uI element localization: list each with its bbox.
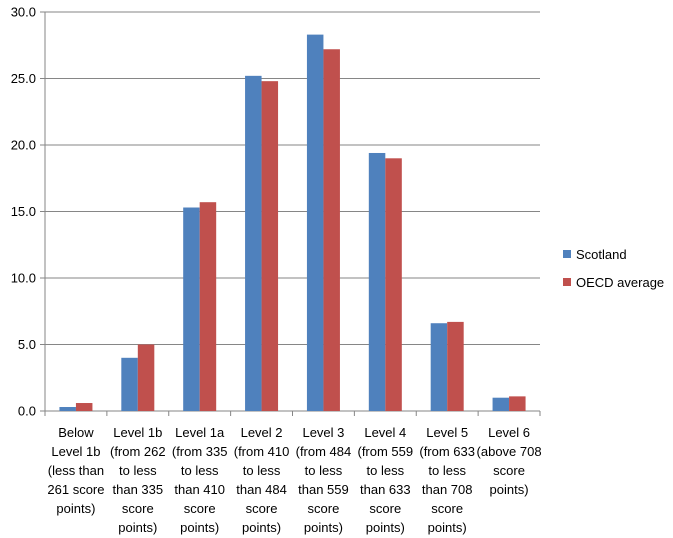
bar xyxy=(306,34,324,412)
x-tick-label: Level 4 (from 559 to less than 633 score poin… xyxy=(357,425,413,535)
bar xyxy=(368,152,386,412)
bar xyxy=(75,403,93,411)
bar xyxy=(245,75,262,411)
x-tick-label: Level 1a (from 335 to less than 410 score poi… xyxy=(172,425,228,535)
bar xyxy=(447,321,464,411)
y-tick-label: 20.0 xyxy=(11,138,36,153)
x-tick-label: Level 1b (from 262 to less than 335 score poi… xyxy=(110,425,166,535)
x-tick-label: Level 5 (from 633 to less than 708 score poin… xyxy=(419,425,475,535)
bar xyxy=(509,396,526,411)
bar xyxy=(59,407,76,411)
bar xyxy=(492,397,510,411)
y-tick-label: 0.0 xyxy=(18,404,36,419)
legend-label: Scotland xyxy=(576,247,627,262)
bar xyxy=(385,158,402,411)
y-tick-label: 30.0 xyxy=(11,5,36,20)
x-tick-label: Below Level 1b (less than 261 score points) xyxy=(47,425,104,516)
y-tick-label: 15.0 xyxy=(11,204,36,219)
bar xyxy=(137,344,155,411)
x-tick-label: Level 2 (from 410 to less than 484 score poin… xyxy=(234,425,290,535)
x-tick-label: Level 6 (above 708 score points) xyxy=(477,425,542,497)
y-tick-label: 25.0 xyxy=(11,71,36,86)
bar xyxy=(121,357,138,411)
bar xyxy=(199,202,217,411)
y-tick-label: 5.0 xyxy=(18,337,36,352)
legend-label: OECD average xyxy=(576,275,664,290)
legend-swatch xyxy=(563,250,571,258)
bar xyxy=(323,49,340,412)
bar xyxy=(430,323,448,411)
bar xyxy=(183,207,200,411)
bar xyxy=(261,81,279,411)
y-tick-label: 10.0 xyxy=(11,271,36,286)
legend-swatch xyxy=(563,278,571,286)
x-tick-label: Level 3 (from 484 to less than 559 score poin… xyxy=(296,425,352,535)
